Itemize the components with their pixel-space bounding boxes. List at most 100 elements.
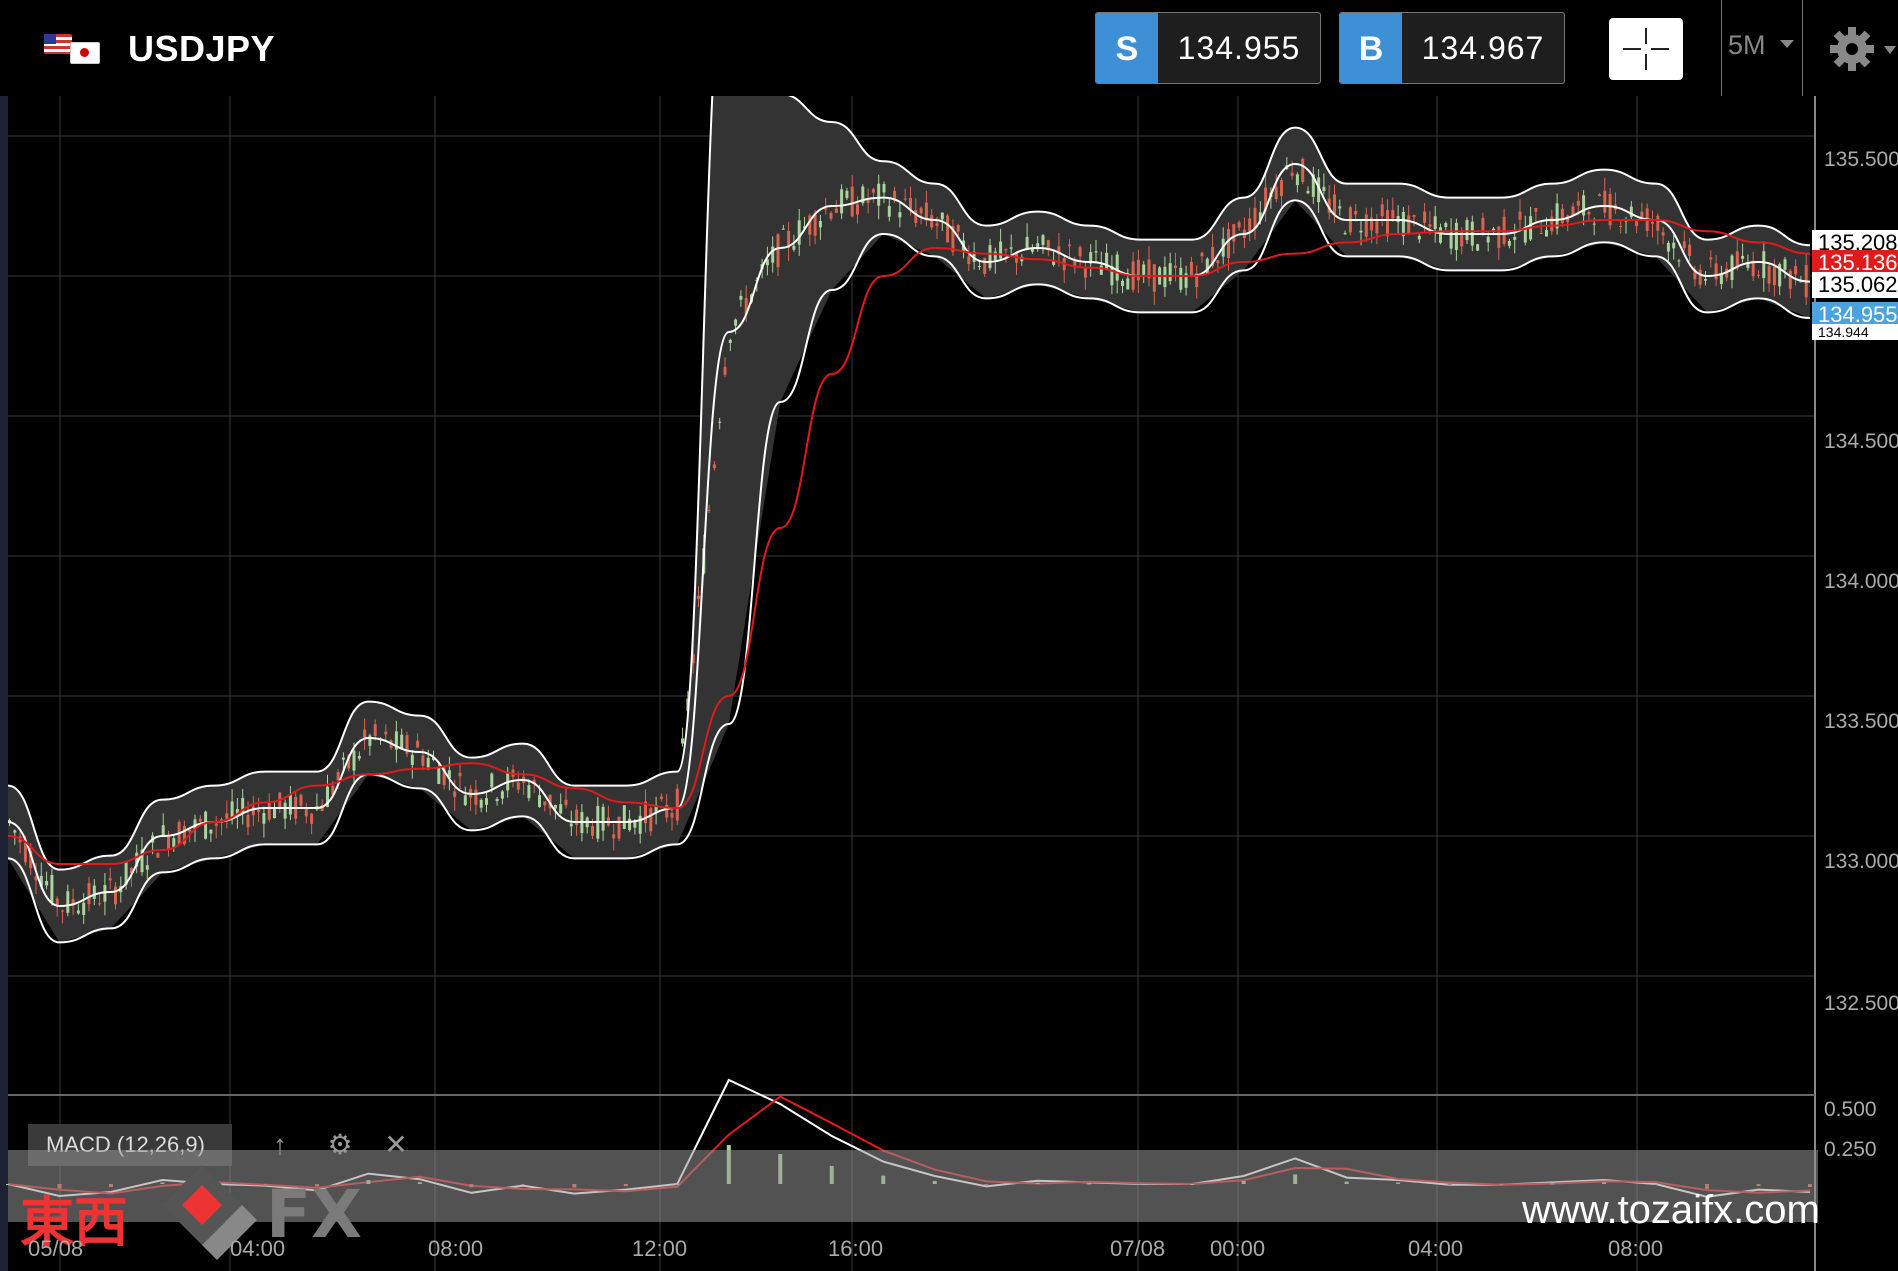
- candle-body: [182, 826, 186, 845]
- candle-body: [771, 246, 775, 263]
- candle-body: [1327, 198, 1331, 213]
- candle-body: [1592, 223, 1596, 225]
- candle-body: [1041, 235, 1045, 246]
- candle-body: [818, 220, 822, 228]
- candle-body: [1094, 251, 1098, 253]
- candle-body: [622, 805, 626, 829]
- macd-axis-label: 0.250: [1824, 1138, 1877, 1161]
- candle-body: [1677, 260, 1681, 262]
- candle-body: [1317, 177, 1321, 203]
- gear-icon: [1830, 27, 1896, 71]
- candle-body: [665, 804, 669, 818]
- candle-body: [1280, 180, 1283, 196]
- candle-body: [384, 731, 388, 735]
- candle-body: [898, 212, 902, 218]
- candle-body: [856, 204, 859, 215]
- price-chart[interactable]: [0, 96, 1898, 1271]
- candle-body: [1073, 259, 1077, 268]
- watermark-logo-fx: FX: [266, 1176, 362, 1253]
- candle-body: [1375, 220, 1379, 234]
- candle-body: [1428, 224, 1432, 227]
- candle-body: [1089, 252, 1093, 264]
- candle-body: [861, 186, 865, 204]
- candle-body: [71, 899, 75, 906]
- candle-body: [1751, 260, 1755, 277]
- candle-body: [1057, 246, 1061, 255]
- candle-body: [304, 808, 308, 817]
- candle-body: [1290, 172, 1294, 176]
- candle-body: [257, 809, 261, 812]
- time-axis-label: 04:00: [1408, 1236, 1464, 1261]
- timeframe-select[interactable]: 5M: [1721, 0, 1803, 96]
- candle-body: [98, 903, 102, 905]
- candle-body: [1046, 240, 1050, 248]
- candle-body: [734, 319, 738, 326]
- candle-body: [331, 785, 335, 795]
- candle-body: [29, 850, 33, 869]
- crosshair-button[interactable]: [1609, 18, 1683, 80]
- candle-body: [1704, 279, 1707, 281]
- instrument-symbol[interactable]: USDJPY: [128, 28, 276, 69]
- candle-body: [1460, 230, 1464, 247]
- candle-body: [50, 875, 54, 903]
- candle-body: [45, 881, 49, 886]
- candle-body: [1126, 278, 1130, 290]
- candle-body: [1364, 214, 1368, 237]
- candle-body: [1693, 269, 1697, 280]
- candle-body: [1730, 255, 1734, 281]
- candle-body: [1767, 266, 1771, 284]
- candle-body: [781, 228, 785, 230]
- candle-body: [834, 208, 838, 213]
- candle-body: [135, 852, 139, 867]
- candle-body: [1534, 207, 1538, 212]
- candle-body: [1539, 232, 1543, 234]
- candle-body: [617, 816, 621, 839]
- candle-body: [538, 795, 541, 807]
- candle-body: [463, 795, 467, 806]
- candle-body: [1486, 236, 1490, 243]
- candle-body: [92, 885, 96, 899]
- buy-button[interactable]: B 134.967: [1339, 12, 1565, 84]
- sell-button[interactable]: S 134.955: [1095, 12, 1321, 84]
- candle-body: [1343, 233, 1347, 235]
- candle-body: [845, 190, 849, 199]
- candle-body: [532, 779, 536, 783]
- watermark-url: www.tozaifx.com: [1522, 1188, 1820, 1232]
- candle-body: [1492, 228, 1495, 231]
- price-axis-label: 134.500: [1824, 430, 1898, 453]
- candle-body: [1184, 273, 1188, 288]
- candle-body: [909, 197, 912, 210]
- candle-body: [209, 829, 213, 834]
- candle-body: [500, 791, 504, 799]
- candle-body: [426, 757, 430, 768]
- candle-body: [1465, 220, 1469, 241]
- candle-body: [675, 788, 679, 821]
- candle-body: [140, 849, 144, 873]
- candle-body: [442, 767, 446, 786]
- candle-body: [145, 865, 149, 870]
- candle-body: [919, 207, 923, 214]
- candle-body: [447, 770, 451, 779]
- time-axis-label: 05/08: [28, 1236, 84, 1261]
- candle-body: [1025, 236, 1029, 251]
- candle-body: [1624, 220, 1628, 222]
- price-axis-label: 132.500: [1824, 992, 1898, 1015]
- lower-band-tag: 134.944: [1812, 324, 1898, 340]
- price-axis-label: 135.500: [1824, 148, 1898, 171]
- candle-body: [1168, 263, 1172, 282]
- bollinger-upper-band: [7, 96, 1811, 871]
- candle-body: [1354, 211, 1358, 215]
- candle-body: [776, 234, 780, 268]
- candle-body: [1523, 227, 1527, 243]
- candle-body: [1661, 232, 1665, 236]
- candle-body: [1545, 230, 1548, 237]
- candle-body: [988, 245, 992, 269]
- candle-body: [235, 809, 239, 816]
- candle-body: [1417, 235, 1421, 240]
- settings-button[interactable]: [1820, 18, 1898, 80]
- candle-body: [1274, 186, 1278, 200]
- candle-body: [972, 251, 976, 262]
- candle-body: [1115, 254, 1119, 281]
- bollinger-band-fill: [8, 96, 1810, 943]
- candle-body: [1295, 174, 1299, 186]
